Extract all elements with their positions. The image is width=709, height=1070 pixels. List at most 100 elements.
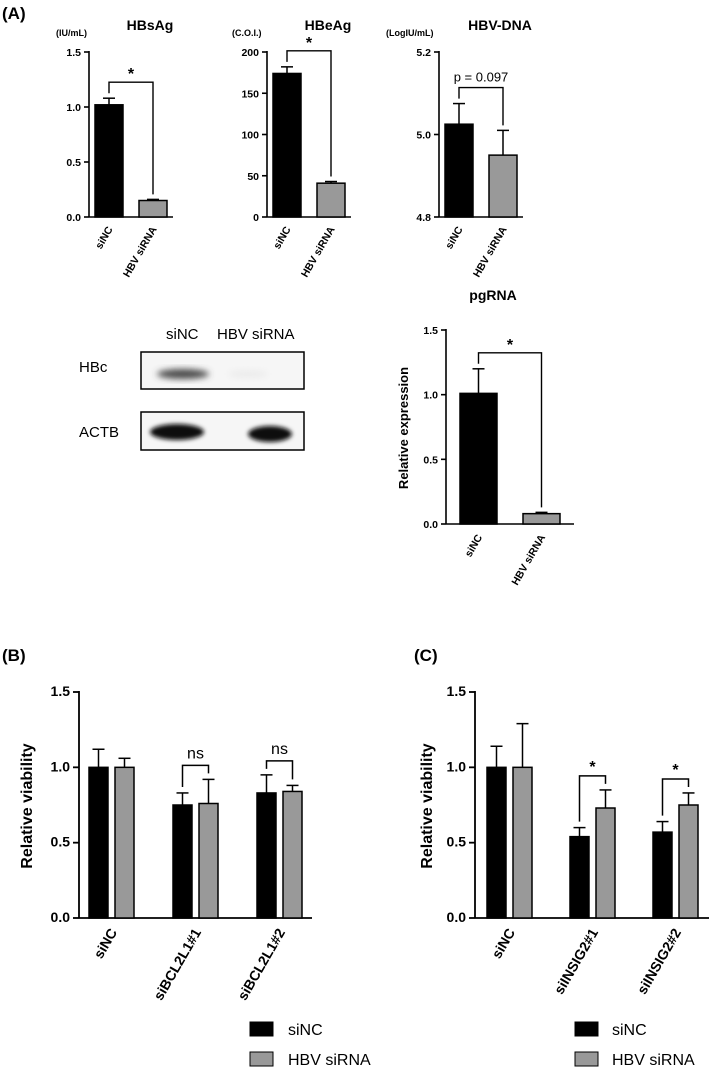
blot-column-hbv-sirna: HBV siRNA [217,326,295,343]
viability-c-tick-label: 0.0 [447,909,467,925]
viability-c-sig-bracket [661,778,690,816]
viability-b-tick-label: 0.5 [51,834,71,850]
viability-c-bar-1-0 [569,835,590,919]
legend-c-swatch-sinc [574,1021,599,1037]
chart-viability-b: 0.0 0.5 1.0 1.5 Relative viability siNC siBCL2… [19,683,312,1003]
pgrna-title: pgRNA [469,287,516,303]
viability-c-bar-1-1 [595,807,616,919]
hbsag-tick-label: 0.0 [66,212,81,224]
hbeag-unit-label: (C.O.I.) [232,28,262,38]
pgrna-tick-label: 1.5 [423,325,438,337]
hbsag-title: HBsAg [127,17,174,33]
viability-c-tick-label: 1.5 [447,683,467,699]
panel-label-b: (B) [2,646,26,665]
hbsag-tick-label: 1.0 [66,102,81,114]
legend-b-label-sinc: siNC [288,1022,323,1039]
viability-b-sig-label: ns [187,745,204,762]
viability-c-bar-0-0 [486,766,507,919]
hbeag-tick-label: 0 [253,212,259,224]
viability-b-x-category: siNC [90,926,120,962]
pgrna-tick-label: 0.5 [423,454,438,466]
hbvdna-tick-label: 4.8 [416,212,431,224]
viability-c-bar-0-1 [512,766,533,919]
blot-row-hbc: HBc [79,359,108,376]
hbsag-x-category: siNC [93,224,116,251]
viability-c-bar-2-1 [678,804,699,919]
viability-b-tick-label: 0.0 [51,909,71,925]
legend-b-swatch-hbv-sirna [249,1051,274,1067]
hbeag-x-category: HBV siRNA [299,224,338,279]
pgrna-bar-0 [459,392,498,525]
hbvdna-sig-bracket [458,86,504,126]
pgrna-y-axis-label: Relative expression [396,367,411,489]
legend-b: siNC HBV siRNA [249,1021,371,1069]
legend-c-label-hbv-sirna: HBV siRNA [612,1052,695,1069]
legend-c-label-sinc: siNC [612,1022,647,1039]
viability-b-bar-2-1 [282,790,303,919]
hbvdna-bar-1 [488,154,518,218]
blot-band-hbc-sinc [157,369,209,379]
chart-hbvdna: 4.8 5.0 5.2 HBV-DNA (LogIU/mL) siNC HBV siRNA p… [386,17,532,280]
viability-b-x-category: siBCL2L1#2 [234,925,288,1003]
chart-hbeag: 0 50 100 150 200 HBeAg (C.O.I.) siNC HBV siRNA * [232,17,351,280]
viability-b-y-axis-label: Relative viability [19,743,36,868]
hbsag-bar-1 [138,199,168,218]
hbvdna-unit-label: (LogIU/mL) [386,28,434,38]
viability-b-bar-1-1 [198,802,219,919]
blot-band-actb-hbv-sirna [248,426,292,442]
chart-hbsag: 0.0 0.5 1.0 1.5 HBsAg (IU/mL) siNC HBV siRNA * [56,17,173,280]
hbeag-tick-label: 200 [241,47,259,59]
hbsag-tick-label: 0.5 [66,157,81,169]
viability-c-bar-2-0 [652,831,673,919]
viability-c-sig-label: * [589,759,596,776]
viability-b-sig-label: ns [271,741,288,758]
viability-b-bar-1-0 [172,804,193,919]
hbeag-bar-1 [316,182,346,218]
legend-b-label-hbv-sirna: HBV siRNA [288,1052,371,1069]
hbvdna-tick-label: 5.2 [416,47,431,59]
viability-c-y-axis-label: Relative viability [419,743,436,868]
hbvdna-title: HBV-DNA [468,17,532,33]
viability-c-tick-label: 0.5 [447,834,467,850]
viability-b-sig-bracket [181,764,210,787]
hbeag-tick-label: 50 [247,171,259,183]
hbsag-sig-label: * [128,66,135,83]
viability-b-bar-0-0 [88,766,109,919]
pgrna-x-category: siNC [463,532,486,559]
viability-c-x-category: siNC [488,926,518,962]
blot-column-sinc: siNC [166,326,199,343]
viability-b-sig-bracket [265,760,294,780]
hbvdna-x-category: siNC [443,224,466,251]
pgrna-tick-label: 1.0 [423,390,438,402]
viability-b-tick-label: 1.5 [51,683,71,699]
hbeag-bar-0 [272,72,302,218]
viability-c-x-category: siINSIG2#2 [634,925,685,997]
hbvdna-x-category: HBV siRNA [471,224,510,279]
hbvdna-bar-0 [444,123,474,218]
hbsag-unit-label: (IU/mL) [56,28,87,38]
pgrna-tick-label: 0.0 [423,519,438,531]
hbeag-title: HBeAg [305,17,352,33]
hbeag-tick-label: 150 [241,88,259,100]
hbeag-tick-label: 100 [241,130,259,142]
legend-c-swatch-hbv-sirna [574,1051,599,1067]
viability-c-x-category: siINSIG2#1 [551,925,602,997]
hbsag-sig-bracket [108,81,154,195]
viability-b-x-category: siBCL2L1#1 [150,925,204,1003]
pgrna-sig-bracket [477,352,543,508]
hbsag-tick-label: 1.5 [66,47,81,59]
legend-c: siNC HBV siRNA [574,1021,695,1069]
chart-pgrna: 0.0 0.5 1.0 1.5 pgRNA Relative expression siNC… [396,287,574,588]
hbeag-sig-bracket [286,50,332,177]
blot-frame-hbc [140,351,305,390]
chart-viability-c: 0.0 0.5 1.0 1.5 Relative viability siNC siINSI… [419,683,709,997]
hbsag-bar-0 [94,104,124,218]
legend-b-swatch-sinc [249,1021,274,1037]
panel-label-c: (C) [414,646,438,665]
viability-b-bar-0-1 [114,766,135,919]
blot-band-actb-sinc [150,424,204,440]
viability-b-tick-label: 1.0 [51,758,71,774]
viability-c-sig-bracket [578,775,607,822]
western-blot: siNC HBV siRNA HBc ACTB [79,326,305,451]
